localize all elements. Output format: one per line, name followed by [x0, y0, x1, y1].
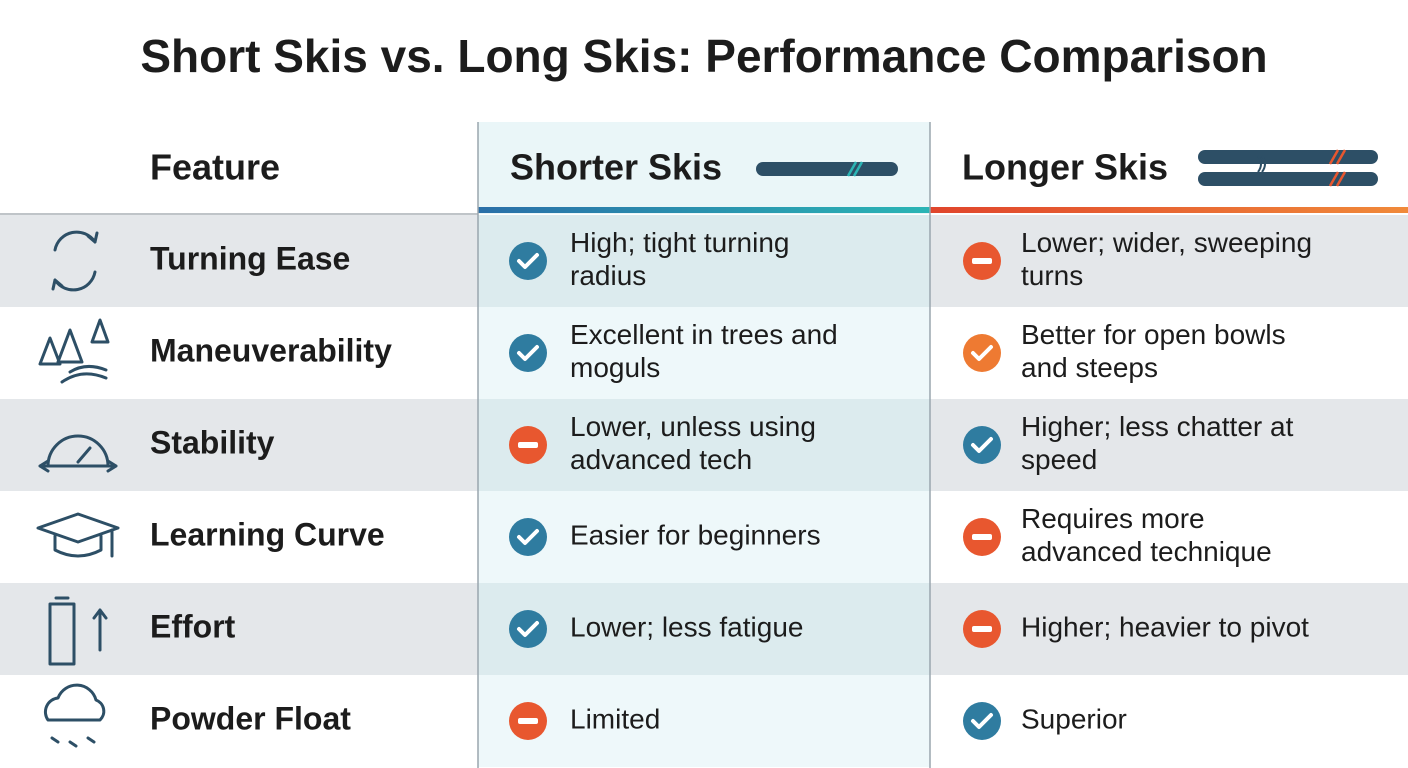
- cell-text: Lower, unless using: [570, 411, 816, 442]
- minus-icon: [963, 242, 1001, 280]
- column-highlight: [478, 399, 930, 491]
- cell-text: Superior: [1021, 703, 1127, 734]
- cell-text: radius: [570, 260, 646, 291]
- cell-text: and steeps: [1021, 352, 1158, 383]
- icon-circle: [963, 426, 1001, 464]
- header-rule: [930, 207, 1408, 213]
- icon-glyph: [517, 621, 539, 637]
- cell-text: Better for open bowls: [1021, 319, 1286, 350]
- icon-circle: [963, 702, 1001, 740]
- column-highlight: [478, 491, 930, 583]
- icon-circle: [963, 334, 1001, 372]
- column-highlight: [478, 583, 930, 675]
- minus-icon: [509, 426, 547, 464]
- cell-text: Higher; less chatter at: [1021, 411, 1294, 442]
- icon-glyph: [972, 534, 992, 540]
- check-icon: [509, 518, 547, 556]
- cell-text: Lower; wider, sweeping: [1021, 227, 1312, 258]
- feature-icon: [36, 512, 120, 558]
- icon-circle: [509, 518, 547, 556]
- cell-text: advanced tech: [570, 444, 752, 475]
- cell-text: turns: [1021, 260, 1083, 291]
- icon-glyph: [517, 529, 539, 545]
- icon-glyph: [518, 442, 538, 448]
- icon-glyph: [517, 345, 539, 361]
- title: Short Skis vs. Long Skis: Performance Co…: [140, 30, 1267, 82]
- long-ski-icon: [1198, 149, 1378, 187]
- feature-label: Effort: [150, 608, 236, 644]
- feature-label: Maneuverability: [150, 332, 392, 368]
- check-icon: [963, 426, 1001, 464]
- feature-icon: [38, 434, 118, 473]
- feature-icon: [43, 683, 106, 748]
- column-highlight: [478, 307, 930, 399]
- feature-label: Stability: [150, 424, 275, 460]
- check-icon: [509, 242, 547, 280]
- cell-text: speed: [1021, 444, 1097, 475]
- column-header: Shorter Skis: [510, 147, 722, 188]
- check-icon: [963, 334, 1001, 372]
- icon-glyph: [971, 437, 993, 453]
- cell-text: Requires more: [1021, 503, 1205, 534]
- icon-glyph: [517, 253, 539, 269]
- feature-label: Learning Curve: [150, 516, 385, 552]
- cell-text: High; tight turning: [570, 227, 789, 258]
- icon-circle: [509, 334, 547, 372]
- minus-icon: [509, 702, 547, 740]
- feature-label: Powder Float: [150, 700, 351, 736]
- feature-label: Turning Ease: [150, 240, 350, 276]
- check-icon: [509, 334, 547, 372]
- cell-text: Higher; heavier to pivot: [1021, 611, 1309, 642]
- check-icon: [509, 610, 547, 648]
- short-ski-icon: [756, 161, 898, 177]
- column-header: Feature: [150, 147, 280, 188]
- check-icon: [963, 702, 1001, 740]
- column-highlight: [478, 675, 930, 767]
- icon-glyph: [518, 718, 538, 724]
- icon-glyph: [971, 345, 993, 361]
- column-header: Longer Skis: [962, 147, 1168, 188]
- cell-text: Lower; less fatigue: [570, 611, 803, 642]
- minus-icon: [963, 518, 1001, 556]
- feature-icon: [38, 318, 110, 384]
- icon-glyph: [971, 713, 993, 729]
- column-highlight: [478, 215, 930, 307]
- feature-icon: [48, 596, 108, 666]
- cell-text: moguls: [570, 352, 660, 383]
- icon-circle: [509, 242, 547, 280]
- minus-icon: [963, 610, 1001, 648]
- cell-text: Excellent in trees and: [570, 319, 838, 350]
- cell-text: Easier for beginners: [570, 519, 821, 550]
- feature-icon: [51, 230, 99, 292]
- header-rule: [478, 207, 930, 213]
- cell-text: Limited: [570, 703, 660, 734]
- cell-text: advanced technique: [1021, 536, 1272, 567]
- icon-glyph: [972, 626, 992, 632]
- icon-glyph: [972, 258, 992, 264]
- icon-circle: [509, 610, 547, 648]
